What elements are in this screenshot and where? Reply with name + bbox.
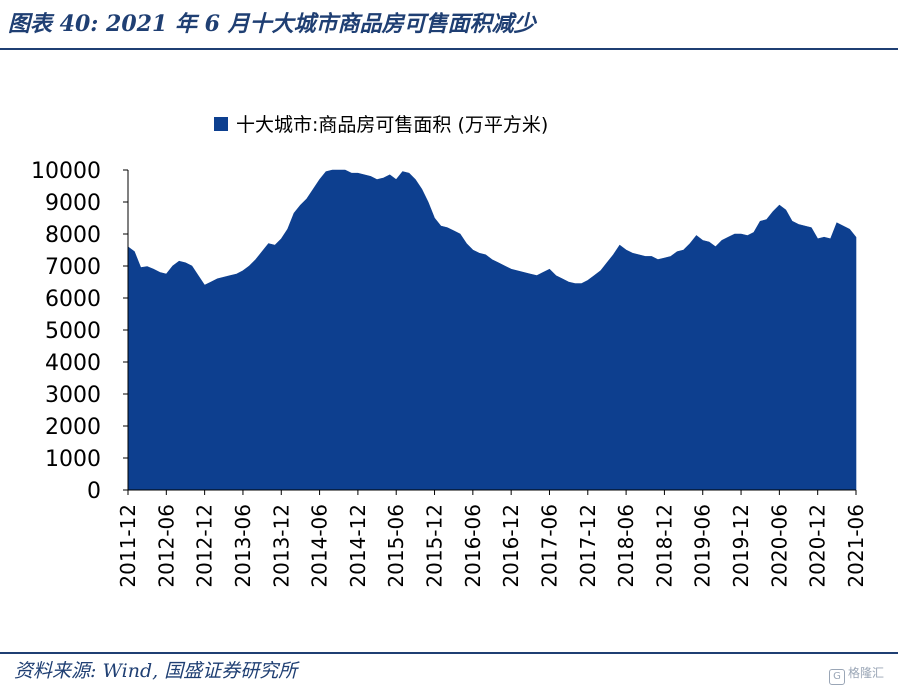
- y-tick-label: 10000: [31, 159, 101, 184]
- y-tick-label: 4000: [45, 351, 101, 376]
- y-tick-label: 7000: [45, 255, 101, 280]
- x-tick-label: 2013-12: [269, 504, 293, 588]
- x-axis: 2011-12 2012-06 2012-12 2013-06 2013-12 2014-…: [116, 489, 868, 588]
- y-tick-label: 8000: [45, 223, 101, 248]
- page-title: 图表 40: 2021 年 6 月十大城市商品房可售面积减少: [8, 11, 536, 37]
- y-tick-label: 1000: [45, 447, 101, 472]
- watermark-logo-icon: G: [828, 669, 845, 685]
- x-tick-label: 2012-12: [193, 504, 217, 588]
- legend-label: 十大城市:商品房可售面积 (万平方米): [236, 114, 548, 136]
- x-tick-label: 2020-06: [767, 504, 791, 588]
- area-chart: 十大城市:商品房可售面积 (万平方米) 0 1000 2000 3000 4000 500…: [31, 114, 868, 588]
- y-axis: 0 1000 2000 3000 4000 5000 6000 7000 8000 9000 100…: [31, 159, 129, 504]
- chart-legend: 十大城市:商品房可售面积 (万平方米): [214, 114, 548, 136]
- x-tick-label: 2018-12: [652, 504, 676, 588]
- x-tick-label: 2015-06: [384, 504, 408, 588]
- source-note: 资料来源: Wind, 国盛证券研究所: [14, 660, 298, 682]
- x-tick-label: 2021-06: [844, 504, 868, 588]
- x-tick-label: 2018-06: [614, 504, 638, 588]
- plot-area: [127, 169, 857, 491]
- y-tick-label: 9000: [45, 191, 101, 216]
- legend-swatch: [214, 117, 228, 131]
- footer-divider: [0, 652, 898, 654]
- x-tick-label: 2016-12: [499, 504, 523, 588]
- x-tick-label: 2011-12: [116, 504, 140, 588]
- x-tick-label: 2016-06: [461, 504, 485, 588]
- x-tick-label: 2015-12: [423, 504, 447, 588]
- y-tick-label: 5000: [45, 319, 101, 344]
- watermark-text: 格隆汇: [847, 666, 884, 680]
- x-tick-label: 2017-06: [537, 504, 561, 588]
- x-tick-label: 2017-12: [576, 504, 600, 588]
- x-tick-label: 2019-12: [729, 504, 753, 588]
- y-tick-label: 6000: [45, 287, 101, 312]
- x-tick-label: 2020-12: [806, 504, 830, 588]
- x-tick-label: 2019-06: [691, 504, 715, 588]
- header-divider: [0, 48, 898, 50]
- y-tick-label: 0: [87, 479, 101, 504]
- watermark: G 格隆汇: [828, 664, 884, 685]
- y-tick-label: 2000: [45, 415, 101, 440]
- x-tick-label: 2014-06: [308, 504, 332, 588]
- area-series-fill: [127, 169, 857, 491]
- x-tick-label: 2012-06: [154, 504, 178, 588]
- x-tick-label: 2014-12: [346, 504, 370, 588]
- x-tick-label: 2013-06: [231, 504, 255, 588]
- y-tick-label: 3000: [45, 383, 101, 408]
